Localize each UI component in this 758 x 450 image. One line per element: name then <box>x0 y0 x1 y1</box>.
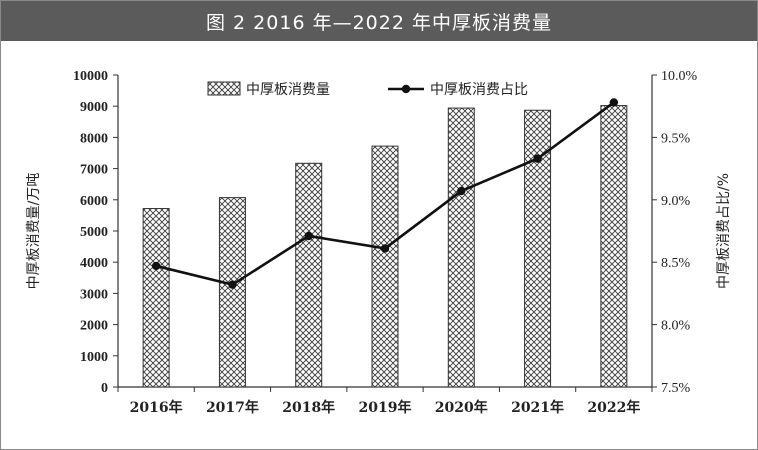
legend-line-marker <box>401 84 411 94</box>
bar-consumption <box>371 145 399 388</box>
chart-title: 图 2 2016 年—2022 年中厚板消费量 <box>206 11 552 34</box>
y-tick-label: 4000 <box>80 256 108 271</box>
y-tick-label: 5000 <box>80 225 108 240</box>
y-tick-label: 9000 <box>80 100 108 115</box>
y-tick-label: 8000 <box>80 131 108 146</box>
x-tick-label: 2020年 <box>435 399 488 416</box>
line-share-point <box>228 280 237 289</box>
line-share-point <box>457 186 466 196</box>
y2-tick-label: 8.5% <box>661 256 691 271</box>
y-tick-label: 3000 <box>80 287 108 302</box>
bar-consumption <box>218 197 246 388</box>
bar-consumption <box>447 107 475 388</box>
y-tick-label: 2000 <box>80 319 108 334</box>
y-tick-label: 0 <box>101 381 108 396</box>
legend-line-label: 中厚板消费占比 <box>430 82 528 98</box>
bar-consumption <box>600 105 628 388</box>
line-share-point <box>533 154 542 163</box>
y-tick-label: 6000 <box>80 194 108 209</box>
x-tick-label: 2016年 <box>130 399 183 416</box>
y-tick-label: 7000 <box>80 163 108 178</box>
y2-tick-label: 8.0% <box>661 319 691 334</box>
y2-tick-label: 9.5% <box>661 131 691 146</box>
line-share-point <box>304 231 313 241</box>
x-tick-label: 2019年 <box>359 399 412 416</box>
y2-tick-label: 10.0% <box>661 69 698 84</box>
y-tick-label: 10000 <box>73 69 108 84</box>
line-share-point <box>151 261 161 271</box>
bar-consumption <box>142 208 170 388</box>
y-axis-title: 中厚板消费量/万吨 <box>26 173 42 290</box>
y2-axis-title: 中厚板消费占比/% <box>716 173 732 289</box>
x-tick-label: 2021年 <box>511 399 564 416</box>
chart-title-bar: 图 2 2016 年—2022 年中厚板消费量 <box>1 1 757 41</box>
y2-tick-label: 9.0% <box>661 194 691 209</box>
x-tick-label: 2022年 <box>587 399 640 416</box>
line-share-point <box>609 98 619 107</box>
legend-bar-swatch <box>207 81 241 96</box>
x-tick-label: 2017年 <box>206 399 259 416</box>
y2-tick-label: 7.5% <box>661 381 691 396</box>
line-share-point <box>380 244 390 253</box>
bar-consumption <box>295 162 323 388</box>
y-tick-label: 1000 <box>80 350 108 365</box>
x-tick-label: 2018年 <box>282 399 335 416</box>
legend-bar-label: 中厚板消费量 <box>246 82 330 98</box>
